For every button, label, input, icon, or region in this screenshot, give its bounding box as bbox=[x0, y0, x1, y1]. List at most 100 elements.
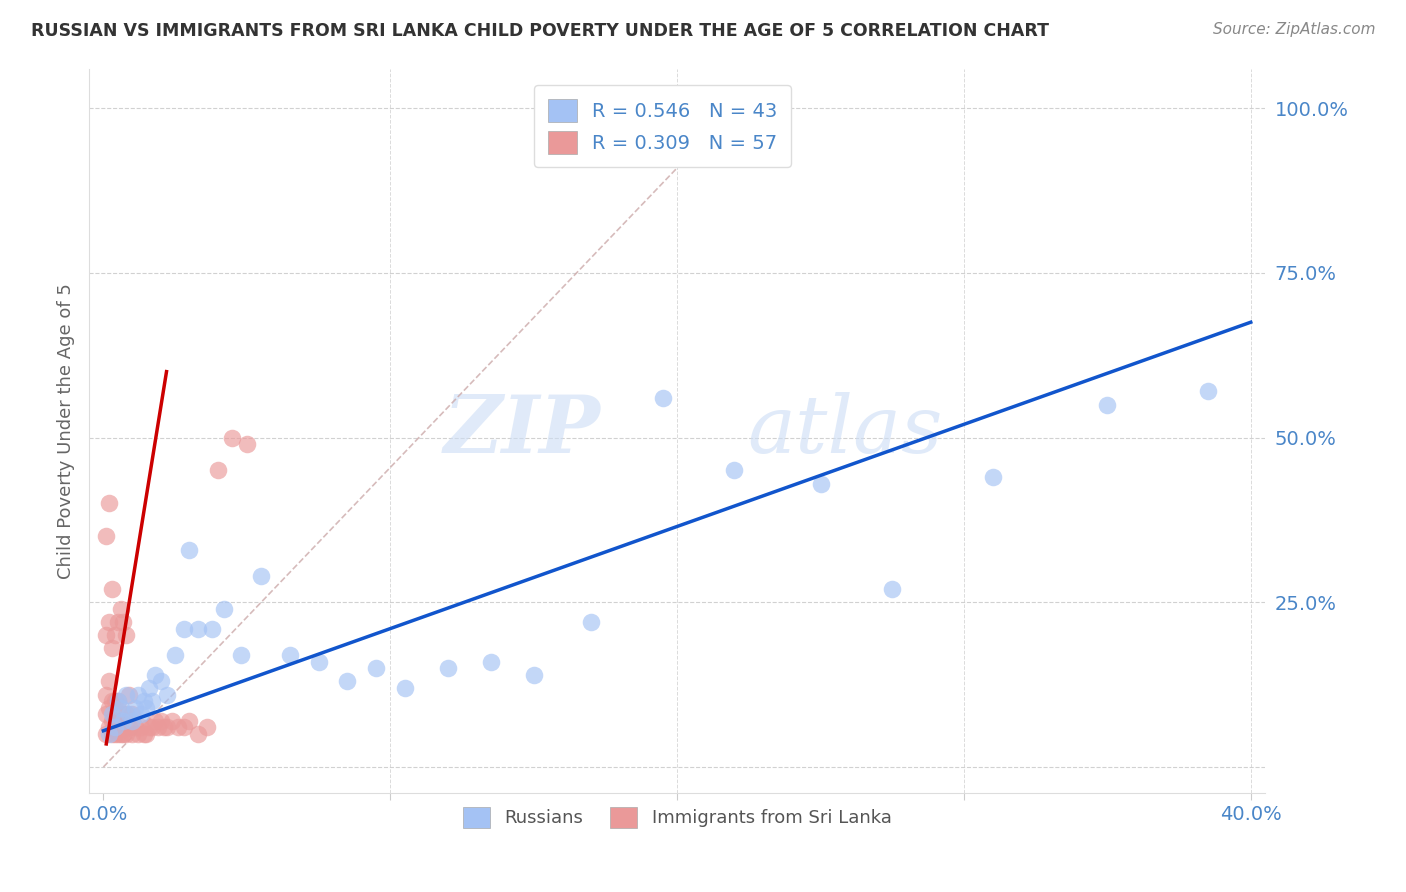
Point bbox=[101, 707, 124, 722]
Point bbox=[364, 661, 387, 675]
Point bbox=[195, 721, 218, 735]
Point bbox=[124, 700, 146, 714]
Point bbox=[212, 602, 235, 616]
Point bbox=[115, 707, 138, 722]
Text: atlas: atlas bbox=[748, 392, 943, 470]
Point bbox=[107, 694, 129, 708]
Point bbox=[96, 628, 118, 642]
Text: RUSSIAN VS IMMIGRANTS FROM SRI LANKA CHILD POVERTY UNDER THE AGE OF 5 CORRELATIO: RUSSIAN VS IMMIGRANTS FROM SRI LANKA CHI… bbox=[31, 22, 1049, 40]
Point bbox=[118, 707, 141, 722]
Text: ZIP: ZIP bbox=[444, 392, 600, 470]
Point bbox=[107, 714, 129, 728]
Point bbox=[179, 542, 201, 557]
Point bbox=[129, 707, 152, 722]
Point bbox=[115, 727, 138, 741]
Point bbox=[104, 714, 127, 728]
Point bbox=[155, 721, 177, 735]
Point bbox=[104, 727, 127, 741]
Point bbox=[173, 721, 195, 735]
Point bbox=[308, 655, 330, 669]
Point bbox=[112, 727, 135, 741]
Point bbox=[810, 476, 832, 491]
Point bbox=[250, 569, 273, 583]
Point bbox=[723, 463, 745, 477]
Point bbox=[110, 727, 132, 741]
Point bbox=[143, 714, 166, 728]
Point bbox=[141, 721, 163, 735]
Point bbox=[118, 721, 141, 735]
Point bbox=[579, 615, 602, 629]
Point bbox=[135, 700, 157, 714]
Point bbox=[110, 700, 132, 714]
Point bbox=[112, 615, 135, 629]
Point bbox=[187, 622, 209, 636]
Point bbox=[96, 529, 118, 543]
Point bbox=[104, 721, 127, 735]
Point bbox=[98, 674, 121, 689]
Point bbox=[118, 688, 141, 702]
Point bbox=[107, 615, 129, 629]
Legend: Russians, Immigrants from Sri Lanka: Russians, Immigrants from Sri Lanka bbox=[456, 800, 898, 835]
Point bbox=[112, 714, 135, 728]
Point bbox=[101, 582, 124, 596]
Point bbox=[479, 655, 502, 669]
Point bbox=[135, 727, 157, 741]
Point bbox=[179, 714, 201, 728]
Point bbox=[167, 721, 190, 735]
Point bbox=[165, 648, 187, 662]
Point bbox=[132, 727, 155, 741]
Point bbox=[141, 694, 163, 708]
Y-axis label: Child Poverty Under the Age of 5: Child Poverty Under the Age of 5 bbox=[58, 283, 75, 579]
Point bbox=[149, 674, 172, 689]
Point bbox=[121, 707, 143, 722]
Point bbox=[436, 661, 458, 675]
Point bbox=[101, 694, 124, 708]
Point bbox=[187, 727, 209, 741]
Point bbox=[132, 694, 155, 708]
Point bbox=[107, 694, 129, 708]
Point bbox=[152, 721, 174, 735]
Point bbox=[336, 674, 359, 689]
Point bbox=[110, 714, 132, 728]
Point bbox=[101, 641, 124, 656]
Point bbox=[138, 681, 160, 695]
Point bbox=[1097, 398, 1119, 412]
Point bbox=[129, 721, 152, 735]
Point bbox=[155, 688, 177, 702]
Point bbox=[523, 667, 546, 681]
Point bbox=[104, 694, 127, 708]
Point bbox=[981, 470, 1004, 484]
Point bbox=[149, 714, 172, 728]
Point bbox=[96, 727, 118, 741]
Point bbox=[201, 622, 224, 636]
Point bbox=[651, 391, 673, 405]
Point bbox=[236, 437, 259, 451]
Point bbox=[115, 628, 138, 642]
Point bbox=[278, 648, 301, 662]
Point bbox=[173, 622, 195, 636]
Point bbox=[110, 602, 132, 616]
Point bbox=[104, 628, 127, 642]
Point bbox=[394, 681, 416, 695]
Point bbox=[115, 688, 138, 702]
Text: Source: ZipAtlas.com: Source: ZipAtlas.com bbox=[1212, 22, 1375, 37]
Point bbox=[121, 727, 143, 741]
Point bbox=[107, 727, 129, 741]
Point bbox=[112, 707, 135, 722]
Point bbox=[124, 721, 146, 735]
Point bbox=[882, 582, 904, 596]
Point bbox=[207, 463, 229, 477]
Point bbox=[146, 721, 169, 735]
Point bbox=[127, 688, 149, 702]
Point bbox=[121, 714, 143, 728]
Point bbox=[101, 727, 124, 741]
Point bbox=[98, 615, 121, 629]
Point bbox=[98, 700, 121, 714]
Point bbox=[127, 727, 149, 741]
Point bbox=[229, 648, 252, 662]
Point bbox=[143, 667, 166, 681]
Point bbox=[1197, 384, 1219, 399]
Point bbox=[96, 688, 118, 702]
Point bbox=[96, 707, 118, 722]
Point bbox=[98, 727, 121, 741]
